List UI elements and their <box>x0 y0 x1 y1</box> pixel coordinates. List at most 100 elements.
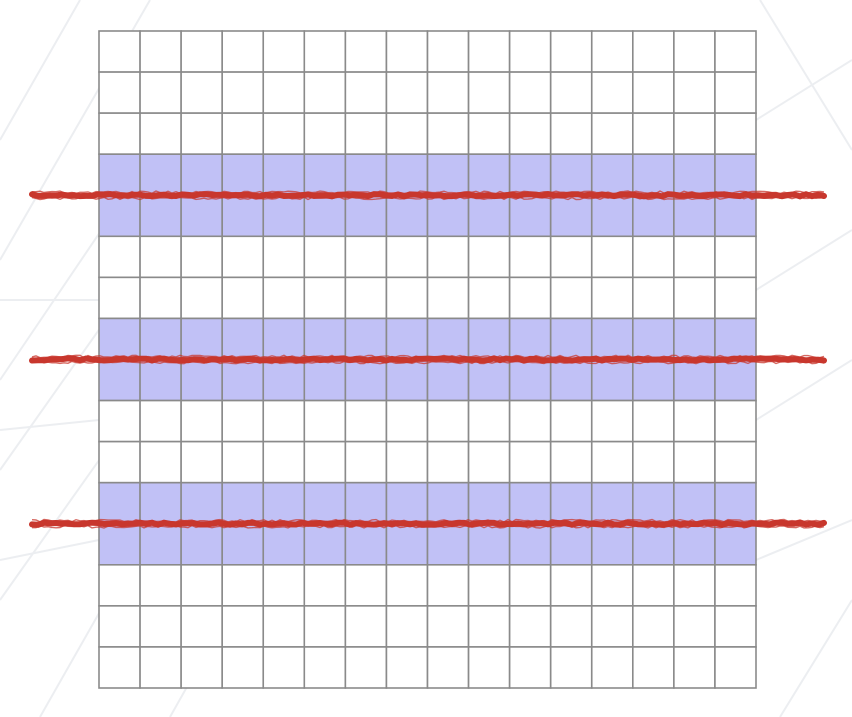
grid-cell <box>590 276 634 320</box>
highlighted-cell <box>262 317 306 361</box>
grid-cell <box>508 440 552 484</box>
grid-cell <box>385 276 429 320</box>
background-stroke <box>0 539 100 561</box>
grid-cell <box>221 30 265 73</box>
grid-cell <box>714 71 757 114</box>
grid-cell <box>139 646 182 689</box>
highlighted-cell <box>632 481 675 525</box>
grid-cell <box>673 276 716 320</box>
highlighted-cell <box>262 522 306 566</box>
grid-cell <box>673 605 716 648</box>
highlighted-cell <box>385 194 429 238</box>
highlighted-cell <box>180 358 223 402</box>
grid-cell <box>139 71 182 114</box>
highlighted-cell <box>98 317 141 361</box>
grid-cell <box>262 30 306 73</box>
highlighted-cell <box>467 194 511 238</box>
grid-cell <box>673 30 716 73</box>
grid-cell <box>139 399 182 443</box>
grid-cell <box>221 399 265 443</box>
grid-cell <box>221 564 265 607</box>
highlighted-cell <box>303 194 347 238</box>
grid-cell <box>139 30 182 73</box>
grid-cell <box>590 605 634 648</box>
highlighted-cell <box>221 358 265 402</box>
grid-cell <box>262 440 306 484</box>
grid-cell <box>221 71 265 114</box>
grid-cell <box>508 112 552 155</box>
highlighted-cell <box>426 317 470 361</box>
grid-cell <box>467 235 511 279</box>
grid-cell <box>467 30 511 73</box>
grid-cell <box>632 440 675 484</box>
grid-cell <box>549 30 593 73</box>
background-stroke <box>755 229 852 291</box>
grid-cell <box>508 71 552 114</box>
grid-cell <box>180 112 223 155</box>
highlighted-cell <box>508 522 552 566</box>
grid-cell <box>98 276 141 320</box>
highlighted-cell <box>426 153 470 197</box>
highlighted-cell <box>590 358 634 402</box>
grid-cell <box>590 564 634 607</box>
highlighted-cell <box>508 194 552 238</box>
grid-cell <box>426 646 470 689</box>
red-lines <box>29 190 827 529</box>
grid-cell <box>590 112 634 155</box>
highlighted-cell <box>549 358 593 402</box>
grid-cell <box>426 71 470 114</box>
highlighted-cell <box>303 153 347 197</box>
highlighted-cell <box>303 522 347 566</box>
grid-cell <box>385 71 429 114</box>
grid-cell <box>590 440 634 484</box>
highlighted-cell <box>549 317 593 361</box>
grid-cell <box>549 440 593 484</box>
grid-cell <box>426 30 470 73</box>
highlighted-cell <box>590 153 634 197</box>
highlighted-cell <box>262 194 306 238</box>
highlighted-cell <box>139 153 182 197</box>
grid-cell <box>673 564 716 607</box>
grid-cell <box>467 646 511 689</box>
red-line-texture <box>31 518 825 523</box>
grid-cell <box>180 440 223 484</box>
grid-cell <box>98 235 141 279</box>
highlighted-cell <box>385 481 429 525</box>
highlighted-cell <box>467 358 511 402</box>
grid-cell <box>508 235 552 279</box>
grid-cell <box>632 276 675 320</box>
grid-cell <box>426 440 470 484</box>
grid-cell <box>303 605 347 648</box>
highlighted-cell <box>221 481 265 525</box>
red-line-texture <box>31 360 825 365</box>
grid-cell <box>344 71 388 114</box>
highlighted-cell <box>467 522 511 566</box>
grid-cell <box>221 646 265 689</box>
grid-cell <box>98 564 141 607</box>
highlighted-cell <box>714 317 757 361</box>
highlighted-cell <box>714 522 757 566</box>
highlighted-cell <box>180 194 223 238</box>
grid-cell <box>426 399 470 443</box>
red-line-texture <box>32 190 825 195</box>
grid-cell <box>344 30 388 73</box>
highlighted-cell <box>385 522 429 566</box>
grid-cell <box>98 440 141 484</box>
grid-cell <box>632 235 675 279</box>
highlighted-cell <box>673 522 716 566</box>
background-stroke <box>755 519 852 561</box>
grid-cell <box>385 399 429 443</box>
grid-cell <box>180 605 223 648</box>
grid-cell <box>714 235 757 279</box>
grid-cell <box>426 605 470 648</box>
highlighted-cell <box>673 358 716 402</box>
highlighted-cell <box>98 481 141 525</box>
grid-cell <box>221 605 265 648</box>
grid-cell <box>385 440 429 484</box>
highlighted-cell <box>180 317 223 361</box>
highlighted-cell <box>508 481 552 525</box>
highlighted-cell <box>221 317 265 361</box>
red-line-texture <box>32 524 825 529</box>
grid-cell <box>98 71 141 114</box>
grid-cell <box>549 276 593 320</box>
